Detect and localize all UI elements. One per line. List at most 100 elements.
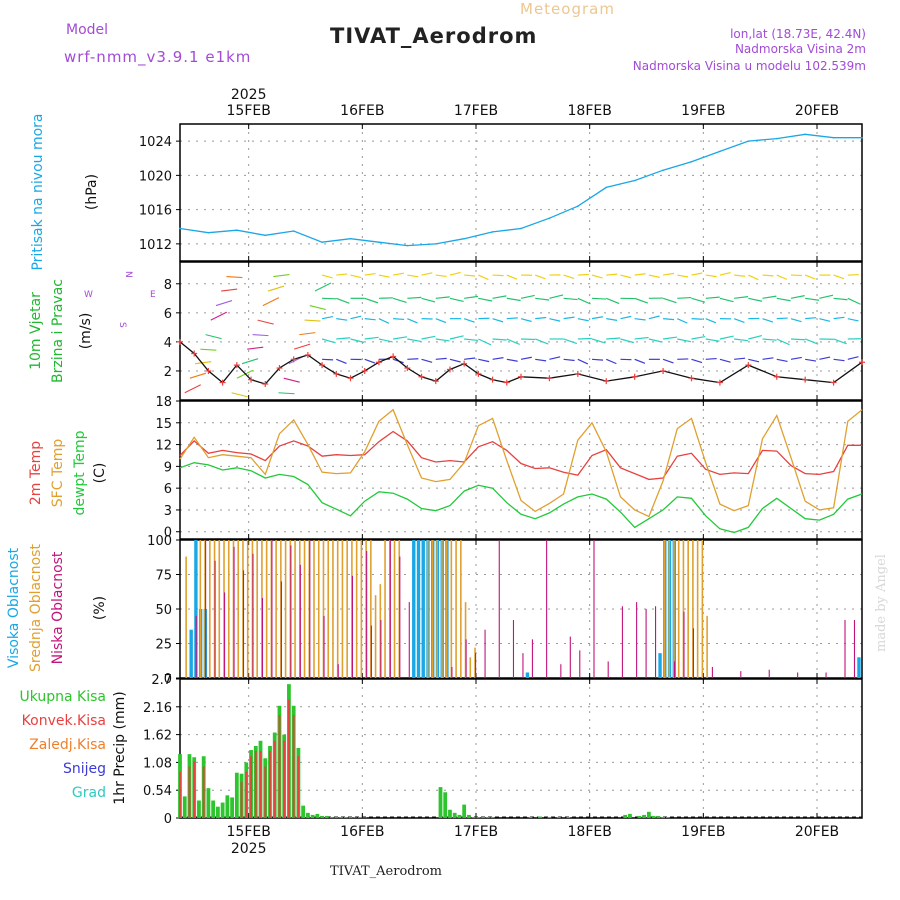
total-precip-title: Ukupna Kisa — [19, 689, 106, 705]
total-precip-bar — [362, 817, 367, 818]
y-tick-label: 18 — [155, 395, 172, 410]
y-tick-label: 100 — [147, 534, 172, 549]
conv-precip-bar — [240, 781, 243, 818]
total-precip-bar — [215, 806, 220, 818]
wind-barb — [563, 297, 578, 301]
mid-cloud-bar — [450, 540, 453, 678]
wind-barb — [299, 332, 316, 336]
wind-barb — [364, 336, 379, 340]
wind-barb — [762, 318, 774, 323]
low-cloud-bar — [673, 661, 676, 678]
wind-barb — [336, 297, 350, 304]
conv-precip-bar — [179, 771, 181, 818]
wind-barb — [691, 358, 703, 364]
wind-barb — [691, 272, 703, 276]
wind-barb — [833, 274, 845, 280]
wind-barb — [241, 358, 259, 365]
wind-barb — [705, 318, 717, 324]
credit-label: made by Angel — [874, 554, 889, 652]
conv-precip-bar — [269, 751, 271, 818]
wind-gust-marker — [390, 353, 397, 360]
wind-barb — [762, 295, 777, 299]
total-precip-bar — [452, 812, 457, 818]
wind-barb — [734, 338, 749, 342]
wind-barb — [262, 297, 280, 307]
mid-cloud-bar — [199, 540, 202, 678]
precip-unit: 1hr Precip (mm) — [112, 691, 128, 804]
wind-barb — [762, 357, 774, 360]
footer-station: TIVAT_Aerodrom — [330, 864, 442, 879]
wind-barb — [634, 358, 646, 364]
low-cloud-bar — [569, 636, 571, 678]
wind-barb — [748, 297, 763, 302]
pressure-point — [633, 179, 636, 182]
low-cloud-bar — [844, 620, 846, 678]
wind-barb — [833, 338, 847, 345]
wind-barb — [662, 336, 678, 340]
mid-cloud-bar — [327, 540, 330, 678]
y-tick-label: 0.54 — [143, 784, 172, 799]
pressure-point — [690, 160, 693, 163]
wind-gust-marker — [347, 375, 354, 382]
product-label: Meteogram — [520, 0, 615, 18]
mid-cloud-bar — [393, 540, 396, 678]
wind-barb — [790, 356, 802, 360]
wind-barb — [563, 274, 575, 280]
low-cloud-bar — [380, 620, 382, 678]
wind-barb — [592, 297, 607, 300]
wind-barb — [322, 358, 334, 361]
total-precip-bar — [661, 816, 665, 818]
wind-barb — [776, 317, 788, 320]
conv-precip-title: Konvek.Kisa — [22, 713, 106, 729]
wind-barb — [606, 297, 620, 305]
wind-barb — [464, 357, 476, 360]
total-precip-bar — [329, 816, 334, 818]
low-cloud-bar — [768, 669, 770, 678]
wind-gust-marker — [248, 376, 255, 383]
y-tick-label: 2.16 — [143, 701, 172, 716]
mid-cloud-bar — [256, 540, 258, 678]
pressure-point — [605, 186, 608, 189]
total-precip-bar — [301, 805, 306, 818]
wind-title: 10m Vjetar — [28, 292, 44, 370]
model-elevation-label: Nadmorska Visina u modelu 102.539m — [633, 59, 866, 73]
plot-area — [180, 124, 862, 261]
mid-cloud-bar — [209, 540, 211, 678]
wind-barb — [677, 296, 692, 299]
mid-cloud-bar — [431, 540, 434, 678]
low-cloud-bar — [408, 602, 410, 678]
pressure-point — [349, 237, 352, 240]
wind-barb — [226, 275, 243, 279]
low-cloud-bar — [560, 664, 562, 678]
pressure-point — [378, 241, 380, 243]
wind-barb — [435, 357, 447, 360]
wind-unit: (m/s) — [78, 313, 94, 350]
low-cloud-bar — [522, 653, 524, 678]
wind-barb — [620, 315, 632, 320]
mid-cloud-bar — [374, 595, 377, 678]
wind-barb — [577, 273, 589, 276]
total-precip-bar — [438, 787, 443, 818]
temp2m-title: 2m Temp — [28, 441, 44, 505]
wind-barb — [492, 274, 504, 277]
x-tick-label-bottom: 15FEB — [227, 824, 271, 840]
wind-barb — [819, 294, 834, 299]
y-tick-label: 1024 — [139, 135, 172, 150]
wind-barb — [734, 274, 746, 277]
wind-gust-marker — [603, 378, 610, 385]
wind-barb — [492, 338, 507, 341]
mid-cloud-bar — [692, 540, 694, 678]
wind-barb — [534, 338, 549, 345]
x-tick-label-top: 16FEB — [340, 103, 384, 119]
wind-title-2: Brzina i Pravac — [50, 279, 66, 383]
wind-barb — [776, 338, 790, 346]
mid-cloud-bar — [370, 540, 372, 678]
wind-barb — [378, 274, 390, 278]
low-cloud-bar — [475, 653, 477, 678]
wind-barb — [719, 358, 731, 363]
snow-title: Snijeg — [63, 761, 106, 777]
y-tick-label: 8 — [164, 278, 172, 293]
mid-cloud-bar — [275, 540, 277, 678]
wind-barb — [535, 316, 547, 320]
